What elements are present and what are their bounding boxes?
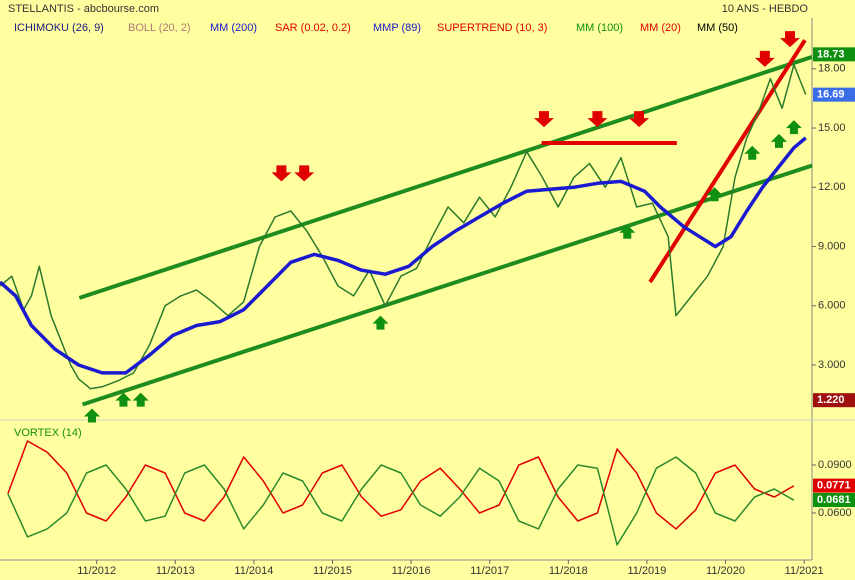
chart-title: STELLANTIS - abcbourse.com: [8, 3, 159, 15]
x-tick-label: 11/2015: [313, 565, 352, 577]
legend-entry: BOLL (20, 2): [128, 22, 191, 34]
x-tick-label: 11/2016: [392, 565, 431, 577]
series-line: [0, 64, 807, 390]
price-badge-label: 0.0771: [817, 480, 851, 492]
y-tick-label: 12.00: [818, 181, 846, 193]
y-tick-label: 3.000: [818, 359, 846, 371]
y-tick-label: 18.00: [818, 63, 846, 75]
chart-subtitle: 10 ANS - HEBDO: [722, 3, 809, 15]
y-tick-label: 0.0900: [818, 459, 852, 471]
trendline: [78, 55, 813, 300]
series-line: [0, 136, 807, 375]
series-line: [7, 440, 795, 530]
sell-arrow: [754, 50, 775, 67]
x-tick-label: 11/2012: [77, 565, 116, 577]
price-badge-label: 1.220: [817, 394, 845, 406]
x-tick-label: 11/2019: [627, 565, 666, 577]
trendline: [648, 39, 807, 284]
legend-entry: MM (100): [576, 22, 623, 34]
price-badge-label: 16.69: [817, 89, 845, 101]
legend-entry: MM (20): [640, 22, 681, 34]
price-badge: [813, 393, 855, 408]
price-badge-label: 0.0681: [817, 494, 851, 506]
buy-arrow: [744, 145, 761, 160]
buy-arrow: [619, 224, 636, 239]
buy-arrow: [785, 120, 802, 135]
y-tick-label: 6.000: [818, 300, 846, 312]
sell-arrow: [629, 111, 650, 128]
y-tick-label: 9.000: [818, 240, 846, 252]
series-line: [7, 456, 795, 546]
legend-entry: MM (200): [210, 22, 257, 34]
x-tick-label: 11/2013: [156, 565, 195, 577]
x-tick-label: 11/2017: [470, 565, 509, 577]
y-tick-label: 15.00: [818, 122, 846, 134]
price-badge: [813, 87, 855, 102]
buy-arrow: [83, 408, 100, 423]
trendline: [81, 163, 813, 407]
sell-arrow: [533, 111, 554, 128]
sell-arrow: [271, 165, 292, 182]
buy-arrow: [132, 392, 149, 407]
sell-arrow: [587, 111, 608, 128]
price-badge: [813, 47, 855, 62]
y-tick-label: 0.0600: [818, 507, 852, 519]
sell-arrow: [294, 165, 315, 182]
sell-arrow: [779, 31, 800, 48]
x-tick-label: 11/2020: [706, 565, 745, 577]
x-tick-label: 11/2018: [549, 565, 588, 577]
legend-entry: SUPERTREND (10, 3): [437, 22, 547, 34]
price-badge-label: 18.73: [817, 48, 845, 60]
legend-entry: MM (50): [697, 22, 738, 34]
x-tick-label: 11/2021: [785, 565, 824, 577]
buy-arrow: [372, 315, 389, 330]
legend-entry: SAR (0.02, 0.2): [275, 22, 351, 34]
x-tick-label: 11/2014: [234, 565, 273, 577]
buy-arrow: [115, 392, 132, 407]
price-badge: [813, 493, 855, 508]
price-badge: [813, 478, 855, 493]
buy-arrow: [706, 187, 723, 202]
legend-entry: MMP (89): [373, 22, 421, 34]
buy-arrow: [770, 133, 787, 148]
panel-title: VORTEX (14): [14, 427, 82, 439]
legend-entry: ICHIMOKU (26, 9): [14, 22, 104, 34]
